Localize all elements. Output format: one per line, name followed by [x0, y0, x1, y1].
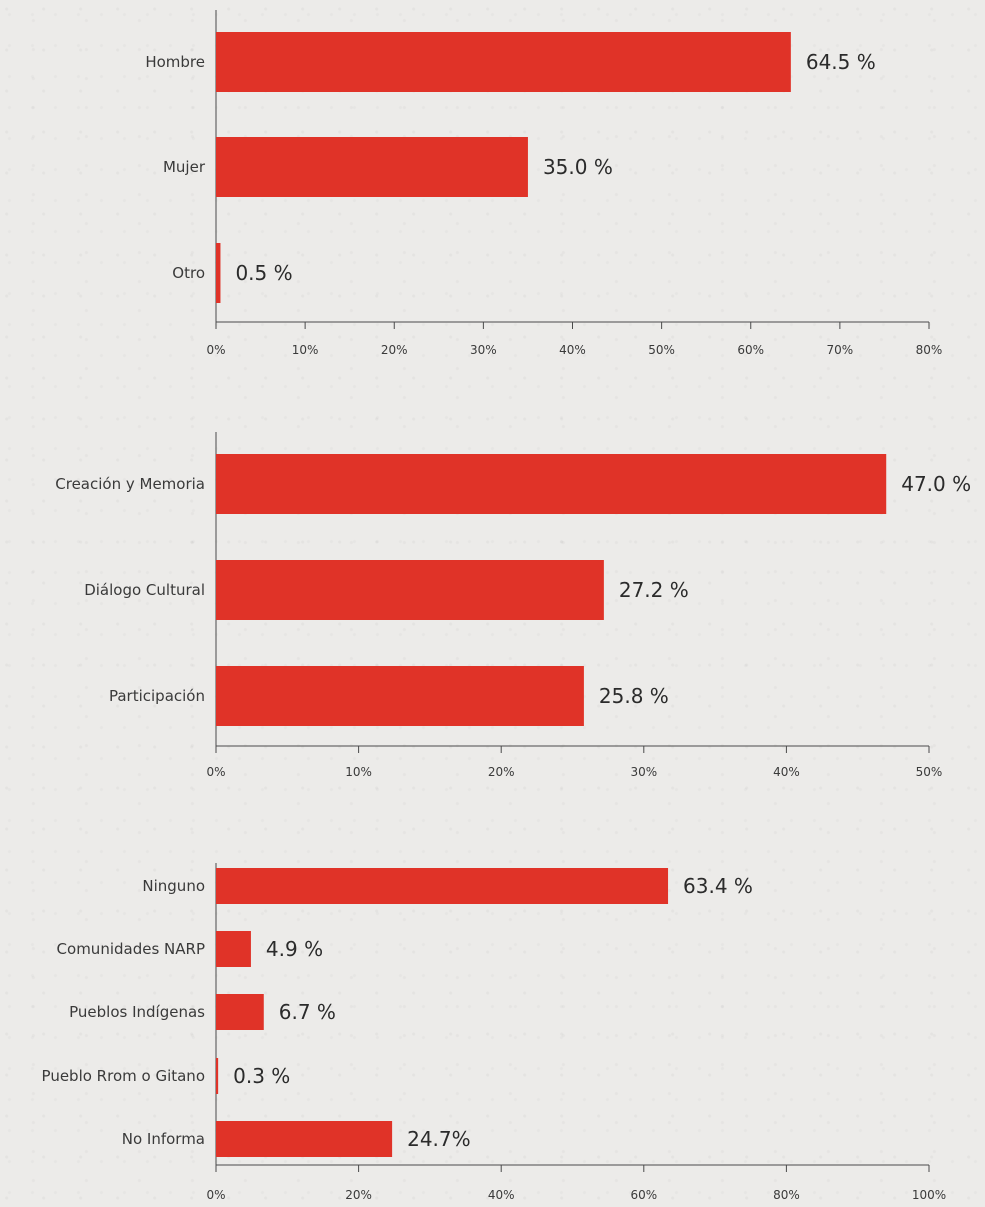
- x-tick-label: 50%: [648, 343, 675, 357]
- x-tick-label: 10%: [292, 343, 319, 357]
- bar: [216, 454, 887, 514]
- bar: [216, 868, 669, 904]
- category-label: No Informa: [122, 1130, 205, 1148]
- chart-ethnicity: 0% 20% 40% 60% 80% 100% Ninguno 63.4 % Comunidad…: [0, 845, 985, 1207]
- bar: [216, 32, 791, 92]
- category-label: Mujer: [163, 158, 206, 176]
- x-tick-label: 100%: [912, 1188, 946, 1202]
- chart-category-svg: 0% 10% 20% 30% 40% 50% Creación y Memoria 47.0 …: [55, 432, 971, 779]
- category-label: Pueblos Indígenas: [69, 1003, 205, 1021]
- data-label: 0.3 %: [233, 1064, 290, 1088]
- bar: [216, 994, 264, 1030]
- x-tick-label: 60%: [737, 343, 764, 357]
- category-label: Diálogo Cultural: [84, 581, 205, 599]
- data-label: 6.7 %: [279, 1000, 336, 1024]
- data-label: 64.5 %: [806, 50, 876, 74]
- x-tick-label: 30%: [470, 343, 497, 357]
- category-label: Hombre: [145, 53, 205, 71]
- bar: [216, 1058, 219, 1094]
- chart-gender: 0% 10% 20% 30% 40% 50% 60% 70% 80% Hombre 64.5 % Mu…: [0, 0, 985, 370]
- data-label: 24.7%: [407, 1127, 471, 1151]
- x-tick-label: 0%: [206, 1188, 225, 1202]
- bar: [216, 931, 251, 967]
- chart-category: 0% 10% 20% 30% 40% 50% Creación y Memoria 47.0 …: [0, 415, 985, 795]
- x-tick-label: 20%: [488, 765, 515, 779]
- x-tick-label: 20%: [381, 343, 408, 357]
- x-tick-label: 30%: [630, 765, 657, 779]
- x-tick-label: 20%: [345, 1188, 372, 1202]
- category-label: Comunidades NARP: [57, 940, 205, 958]
- bar: [216, 243, 221, 303]
- category-label: Otro: [172, 264, 205, 282]
- data-label: 63.4 %: [683, 874, 753, 898]
- data-label: 27.2 %: [619, 578, 689, 602]
- x-tick-label: 40%: [559, 343, 586, 357]
- chart-gender-svg: 0% 10% 20% 30% 40% 50% 60% 70% 80% Hombre 64.5 % Mu…: [145, 10, 943, 357]
- data-label: 0.5 %: [235, 261, 292, 285]
- category-label: Creación y Memoria: [55, 475, 205, 493]
- bar: [216, 1121, 393, 1157]
- x-tick-label: 70%: [827, 343, 854, 357]
- data-label: 25.8 %: [599, 684, 669, 708]
- x-tick-label: 60%: [630, 1188, 657, 1202]
- data-label: 4.9 %: [266, 937, 323, 961]
- category-label: Pueblo Rrom o Gitano: [42, 1067, 205, 1085]
- x-tick-label: 80%: [916, 343, 943, 357]
- category-label: Ninguno: [142, 877, 205, 895]
- x-tick-label: 10%: [345, 765, 372, 779]
- x-tick-label: 40%: [773, 765, 800, 779]
- chart-ethnicity-svg: 0% 20% 40% 60% 80% 100% Ninguno 63.4 % Comunidad…: [42, 863, 946, 1202]
- bar: [216, 137, 528, 197]
- x-tick-label: 80%: [773, 1188, 800, 1202]
- x-tick-label: 50%: [916, 765, 943, 779]
- category-label: Participación: [109, 687, 205, 705]
- x-tick-label: 40%: [488, 1188, 515, 1202]
- x-tick-label: 0%: [206, 343, 225, 357]
- bar: [216, 666, 584, 726]
- data-label: 35.0 %: [543, 155, 613, 179]
- bar: [216, 560, 604, 620]
- x-tick-label: 0%: [206, 765, 225, 779]
- data-label: 47.0 %: [901, 472, 971, 496]
